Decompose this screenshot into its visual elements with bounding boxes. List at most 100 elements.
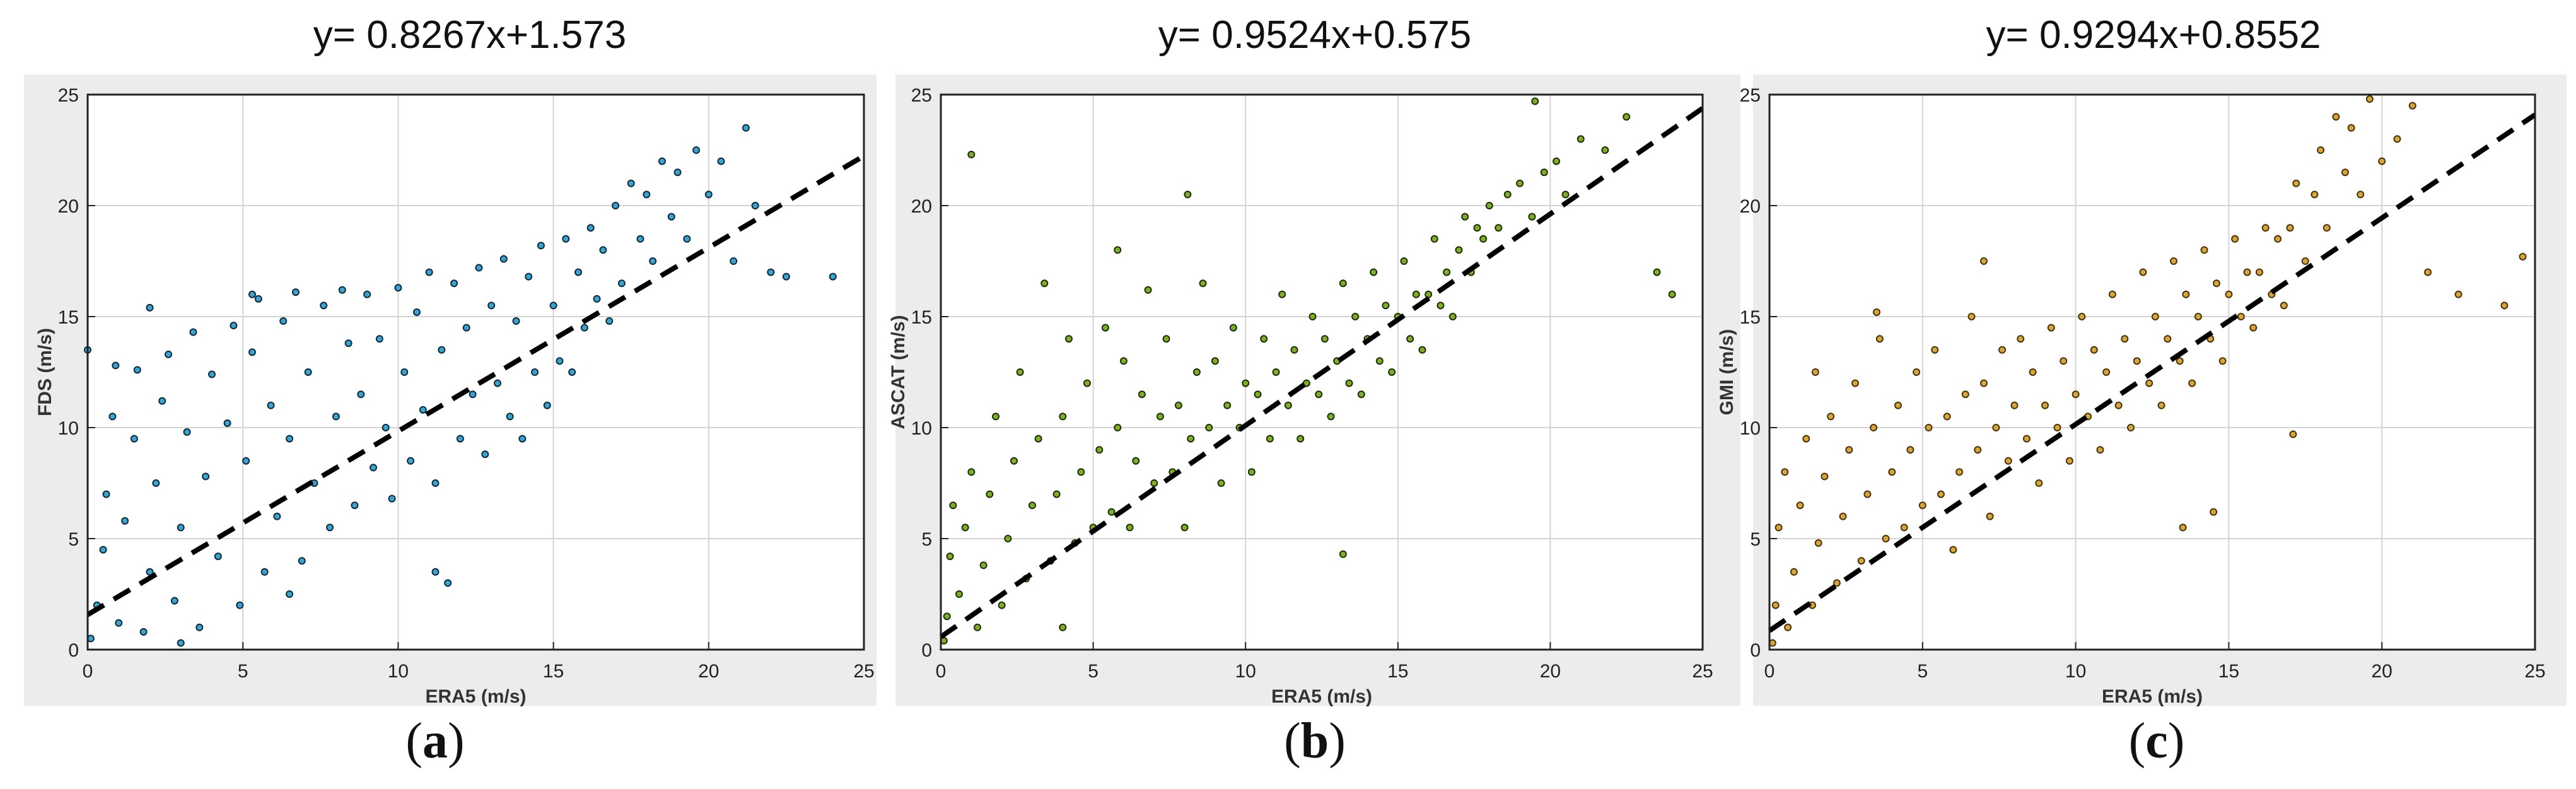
data-point — [704, 190, 713, 199]
data-point — [2286, 224, 2294, 232]
data-point — [1138, 390, 1146, 399]
data-point — [2332, 113, 2340, 121]
data-point — [425, 268, 433, 276]
data-point — [1967, 313, 1976, 320]
data-point — [1430, 235, 1438, 243]
data-point — [286, 435, 294, 443]
chart-b-y-tick-label: 15 — [911, 307, 932, 328]
data-point — [1272, 368, 1280, 376]
data-point — [1406, 335, 1414, 343]
data-point — [518, 435, 527, 443]
data-point — [525, 272, 533, 281]
data-point — [183, 428, 191, 436]
data-point — [1531, 97, 1539, 105]
data-point — [2169, 257, 2177, 265]
data-point — [1872, 308, 1880, 316]
data-point — [1320, 335, 1329, 343]
data-point — [1811, 368, 1819, 376]
data-point — [1345, 379, 1353, 387]
chart-c: 0 5 10 15 20 25 0 5 10 15 20 25 ERA5 (m/s) GMI (m/s) — [1716, 74, 2567, 707]
data-point — [1101, 324, 1109, 332]
data-point — [2210, 508, 2218, 516]
data-point — [1308, 313, 1317, 320]
chart-a-y-tick-label: 0 — [68, 640, 79, 661]
data-point — [1260, 335, 1268, 343]
chart-b: 0 5 10 15 20 25 0 5 10 15 20 25 ERA5 (m/s) ASCAT (m/s… — [888, 74, 1740, 707]
chart-a-x-tick-label: 15 — [543, 661, 564, 682]
data-point — [1184, 190, 1192, 199]
chart-c-x-tick-label: 25 — [2524, 661, 2545, 682]
data-point — [475, 264, 483, 272]
data-point — [2108, 290, 2116, 298]
chart-b-y-tick-label: 10 — [911, 418, 932, 439]
data-point — [2047, 324, 2055, 332]
data-point — [108, 412, 117, 421]
data-point — [1796, 501, 1804, 510]
chart-a-y-tick-label: 25 — [58, 85, 79, 106]
data-point — [320, 301, 328, 310]
data-point — [1144, 286, 1152, 294]
data-point — [2237, 313, 2245, 320]
data-point — [469, 390, 477, 399]
data-point — [1653, 268, 1661, 276]
data-point — [1156, 412, 1164, 421]
data-point — [1601, 146, 1609, 154]
data-point — [1351, 313, 1360, 320]
data-point — [986, 490, 994, 498]
data-point — [1894, 401, 1902, 409]
data-point — [1016, 368, 1024, 376]
chart-a-x-tick-label: 10 — [388, 661, 409, 682]
data-point — [499, 255, 508, 263]
data-point — [195, 623, 204, 631]
data-point — [298, 557, 306, 565]
data-point — [949, 501, 957, 510]
data-point — [568, 368, 576, 376]
data-point — [2274, 235, 2282, 243]
data-point — [1412, 290, 1420, 298]
data-point — [248, 290, 256, 298]
data-point — [574, 268, 582, 276]
data-point — [2212, 279, 2220, 288]
data-point — [2004, 457, 2012, 465]
data-point — [1382, 301, 1390, 310]
data-point — [2179, 523, 2187, 532]
data-point — [512, 317, 520, 325]
data-point — [1375, 357, 1384, 365]
data-point — [2500, 301, 2509, 310]
data-point — [599, 246, 607, 254]
data-point — [2090, 346, 2098, 354]
data-point — [1931, 346, 1939, 354]
data-point — [2255, 268, 2263, 276]
data-point — [673, 168, 682, 177]
data-point — [1114, 246, 1122, 254]
data-point — [1979, 257, 1988, 265]
data-point — [593, 295, 601, 303]
data-point — [121, 517, 129, 525]
data-point — [1339, 550, 1347, 558]
data-point — [2035, 479, 2043, 487]
chart-b-x-tick-label: 10 — [1235, 661, 1256, 682]
data-point — [1821, 472, 1829, 481]
data-point — [462, 324, 470, 332]
chart-a-points — [84, 124, 837, 647]
data-point — [2249, 324, 2258, 332]
data-point — [1784, 623, 1792, 631]
data-point — [2017, 335, 2025, 343]
data-point — [2322, 224, 2331, 232]
chart-c-y-tick-label: 5 — [1750, 529, 1761, 550]
data-point — [617, 279, 626, 288]
data-point — [751, 202, 759, 209]
data-point — [2133, 357, 2141, 365]
data-point — [1187, 435, 1195, 443]
data-point — [1979, 379, 1988, 387]
chart-b-x-tick-label: 25 — [1692, 661, 1713, 682]
data-point — [717, 157, 725, 165]
data-point — [649, 257, 657, 265]
data-point — [344, 339, 353, 348]
chart-a-x-tick-label: 0 — [83, 661, 93, 682]
data-point — [2151, 313, 2159, 320]
data-point — [419, 406, 427, 414]
chart-a-y-tick-label: 5 — [68, 529, 79, 550]
chart-c-y-tick-label: 15 — [1740, 307, 1761, 328]
data-point — [1437, 301, 1445, 310]
